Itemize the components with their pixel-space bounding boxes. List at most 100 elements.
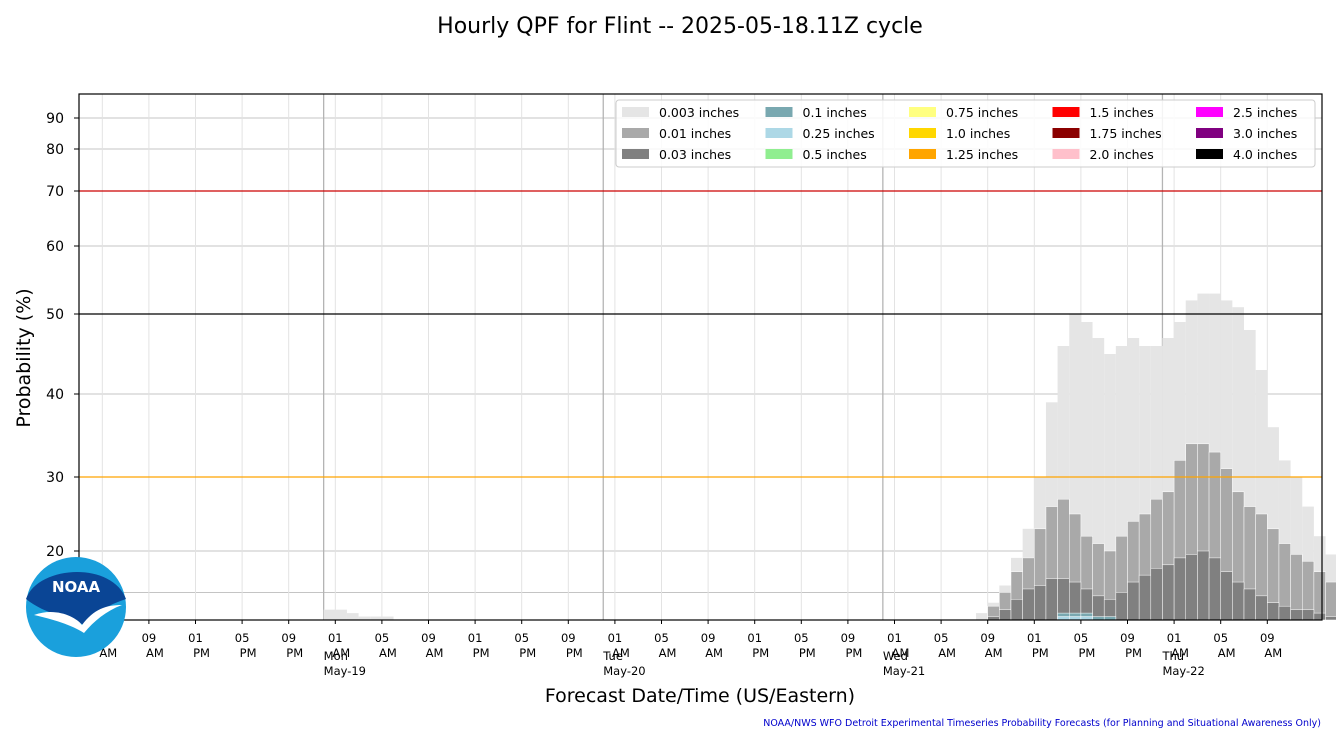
y-tick-label: 20 — [46, 544, 64, 560]
legend-label: 2.0 inches — [1090, 147, 1154, 162]
x-tick-ampm: PM — [519, 646, 536, 660]
bar — [1115, 592, 1128, 621]
plot-frame — [78, 93, 1323, 621]
plot-area: 203040506070809005AM09AM01PM05PM09PM01AM… — [46, 93, 1336, 678]
y-tick-label: 30 — [46, 470, 64, 486]
x-day-date: May-21 — [883, 664, 925, 678]
y-axis-label: Probability (%) — [13, 288, 35, 427]
bar — [358, 616, 371, 620]
x-tick-hour: 05 — [934, 631, 949, 645]
x-tick-hour: 09 — [701, 631, 716, 645]
legend-swatch — [1052, 128, 1080, 138]
x-tick-ampm: AM — [985, 646, 1003, 660]
x-tick-ampm: AM — [1171, 646, 1189, 660]
legend-swatch — [1196, 149, 1223, 159]
legend-label: 0.25 inches — [803, 126, 875, 141]
legend-swatch — [909, 107, 936, 117]
legend-swatch — [1052, 107, 1080, 117]
y-tick-label: 40 — [46, 387, 64, 403]
x-day-date: May-19 — [324, 664, 366, 678]
bar — [1127, 581, 1140, 621]
bar — [1104, 354, 1116, 620]
legend-swatch — [1196, 107, 1223, 117]
x-tick-ampm: AM — [892, 646, 910, 660]
credit-line: NOAA/NWS WFO Detroit Experimental Timese… — [763, 718, 1321, 729]
legend-swatch — [765, 149, 793, 159]
x-tick-ampm: PM — [193, 646, 210, 660]
x-tick-ampm: AM — [659, 646, 677, 660]
bar — [1302, 609, 1315, 621]
legend-swatch — [909, 149, 936, 159]
x-tick-ampm: AM — [146, 646, 164, 660]
x-tick-hour: 09 — [1260, 631, 1275, 645]
y-tick-label: 90 — [46, 111, 64, 127]
bar — [1325, 616, 1336, 621]
x-tick-ampm: AM — [332, 646, 350, 660]
legend-label: 0.5 inches — [803, 147, 867, 162]
x-tick-hour: 01 — [747, 631, 762, 645]
x-tick-hour: 09 — [561, 631, 576, 645]
x-tick-ampm: PM — [286, 646, 303, 660]
bar — [1244, 330, 1256, 620]
bar — [1092, 338, 1105, 620]
bar — [323, 609, 336, 620]
x-day-weekday: Wed — [883, 649, 908, 663]
x-day-weekday: Tue — [602, 649, 623, 663]
bar — [1290, 477, 1303, 620]
x-tick-ampm: AM — [705, 646, 723, 660]
legend-swatch — [1196, 128, 1223, 138]
x-tick-ampm: PM — [1032, 646, 1049, 660]
legend-label: 1.0 inches — [946, 126, 1010, 141]
bar — [381, 616, 394, 620]
y-tick-label: 50 — [46, 307, 64, 323]
legend-label: 0.01 inches — [659, 126, 731, 141]
bar — [1325, 581, 1336, 621]
bar — [1045, 578, 1058, 621]
bar — [1010, 599, 1023, 621]
y-tick-label: 70 — [46, 184, 64, 200]
bar — [1208, 557, 1221, 621]
y-tick-label: 60 — [46, 239, 64, 255]
x-tick-hour: 01 — [328, 631, 343, 645]
bar — [1080, 322, 1093, 620]
bar — [1313, 571, 1326, 621]
x-tick-ampm: PM — [1078, 646, 1095, 660]
bar — [1022, 588, 1035, 621]
x-tick-hour: 09 — [421, 631, 436, 645]
bar — [1173, 557, 1186, 621]
x-tick-ampm: PM — [845, 646, 862, 660]
bar — [1313, 612, 1326, 621]
legend-label: 1.75 inches — [1090, 126, 1162, 141]
legend-swatch — [622, 107, 649, 117]
legend-label: 0.1 inches — [803, 105, 867, 120]
bar — [1069, 314, 1081, 620]
legend-label: 2.5 inches — [1233, 105, 1297, 120]
x-tick-hour: 01 — [468, 631, 483, 645]
bar — [346, 613, 359, 620]
x-tick-hour: 09 — [1120, 631, 1135, 645]
x-tick-ampm: AM — [426, 646, 444, 660]
legend-label: 0.75 inches — [946, 105, 1018, 120]
legend-label: 0.03 inches — [659, 147, 731, 162]
x-tick-ampm: AM — [938, 646, 956, 660]
bar — [1232, 581, 1245, 621]
x-day-date: May-20 — [603, 664, 645, 678]
legend-label: 1.25 inches — [946, 147, 1018, 162]
bar — [370, 616, 382, 620]
legend-swatch — [622, 128, 649, 138]
x-tick-hour: 05 — [514, 631, 529, 645]
x-tick-hour: 09 — [980, 631, 995, 645]
x-tick-hour: 05 — [1213, 631, 1228, 645]
bar — [976, 613, 988, 620]
legend: 0.003 inches 0.01 inches 0.03 inches 0.1 in… — [615, 99, 1316, 168]
x-tick-hour: 05 — [794, 631, 809, 645]
chart-title: Hourly QPF for Flint -- 2025-05-18.11Z c… — [437, 14, 923, 39]
legend-label: 0.003 inches — [659, 105, 739, 120]
bar — [335, 609, 347, 620]
bar — [1162, 564, 1175, 621]
bar — [1127, 338, 1140, 620]
bar — [1034, 585, 1047, 621]
bar — [1138, 574, 1152, 621]
noaa-logo: NOAA — [26, 557, 126, 657]
